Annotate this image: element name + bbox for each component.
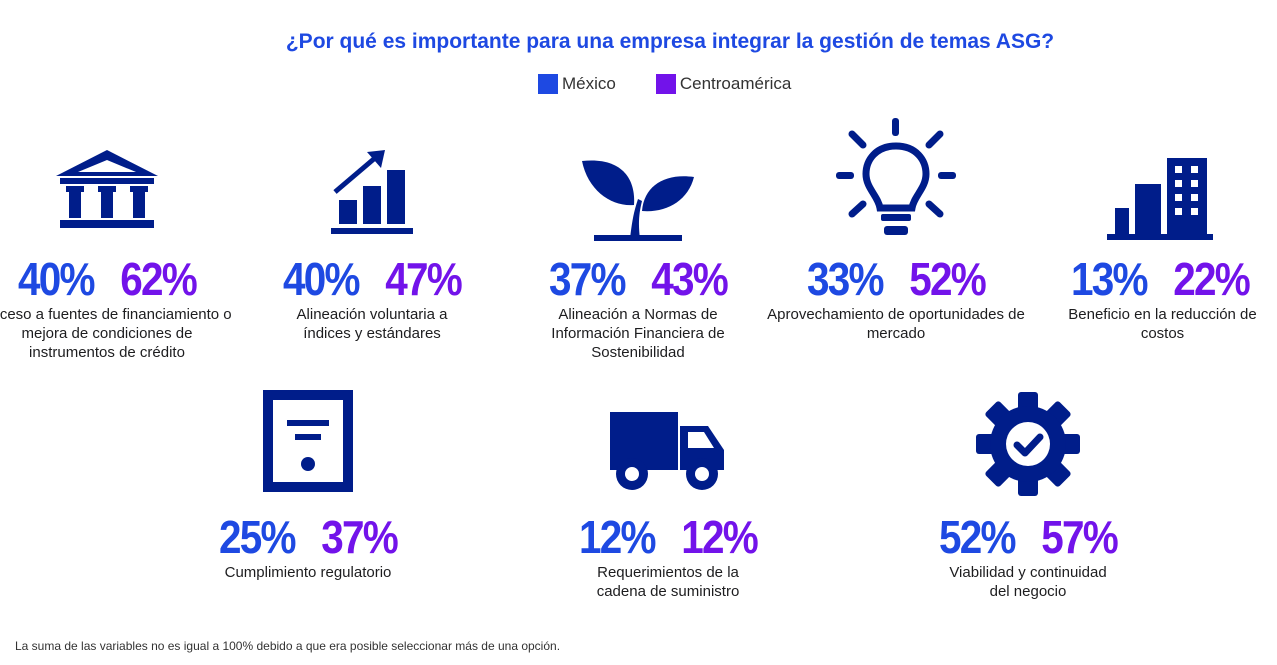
value-mexico: 40% <box>18 253 96 305</box>
percentages: 37% 43% <box>524 256 753 302</box>
item-label: Alineación voluntaria a índices y estánd… <box>296 306 448 342</box>
percentages: 40% 62% <box>0 256 221 302</box>
value-centroamerica: 47% <box>385 253 463 305</box>
certificate-icon <box>178 388 438 494</box>
legend-item-centroamerica: Centroamérica <box>655 74 792 94</box>
value-centroamerica: 43% <box>651 253 729 305</box>
footnote: La suma de las variables no es igual a 1… <box>15 639 561 653</box>
value-mexico: 13% <box>1071 253 1149 305</box>
percentages: 40% 47% <box>258 256 487 302</box>
value-centroamerica: 62% <box>120 253 198 305</box>
value-mexico: 12% <box>579 511 657 563</box>
buildings-icon <box>1030 156 1277 240</box>
value-mexico: 33% <box>807 253 885 305</box>
legend-label-centroamerica: Centroamérica <box>679 74 792 93</box>
value-mexico: 52% <box>939 511 1017 563</box>
value-mexico: 40% <box>283 253 361 305</box>
percentages: 12% 12% <box>554 514 783 560</box>
lightbulb-icon <box>766 118 1026 242</box>
value-centroamerica: 52% <box>909 253 987 305</box>
truck-icon <box>538 410 798 492</box>
value-centroamerica: 22% <box>1173 253 1251 305</box>
legend-item-mexico: México <box>538 74 616 94</box>
value-mexico: 37% <box>549 253 627 305</box>
chart-title: ¿Por qué es importante para una empresa … <box>285 30 1055 53</box>
value-centroamerica: 57% <box>1041 511 1119 563</box>
percentages: 13% 22% <box>1046 256 1275 302</box>
item-label: Beneficio en la reducción de costos <box>1068 306 1257 342</box>
item-label: Cumplimiento regulatorio <box>224 564 392 581</box>
item-label: Alineación a Normas de Información Finan… <box>551 306 725 361</box>
legend-swatch-centroamerica <box>655 74 676 94</box>
value-mexico: 25% <box>219 511 297 563</box>
value-centroamerica: 12% <box>681 511 759 563</box>
legend-label-mexico: México <box>562 74 616 93</box>
item-label: Requerimientos de la cadena de suministr… <box>596 564 740 600</box>
legend: México Centroamérica <box>538 74 791 94</box>
bank-icon <box>0 150 237 230</box>
legend-swatch-mexico <box>538 74 558 94</box>
percentages: 33% 52% <box>782 256 1011 302</box>
percentages: 52% 57% <box>914 514 1143 560</box>
item-label: Aprovechamiento de oportunidades de merc… <box>767 306 1025 342</box>
growth-chart-icon <box>242 148 502 240</box>
value-centroamerica: 37% <box>321 511 399 563</box>
percentages: 25% 37% <box>194 514 423 560</box>
item-label: Acceso a fuentes de financiamiento o mej… <box>0 306 232 361</box>
sprout-icon <box>508 155 768 241</box>
item-label: Viabilidad y continuidad del negocio <box>949 564 1107 600</box>
gear-check-icon <box>898 392 1158 496</box>
